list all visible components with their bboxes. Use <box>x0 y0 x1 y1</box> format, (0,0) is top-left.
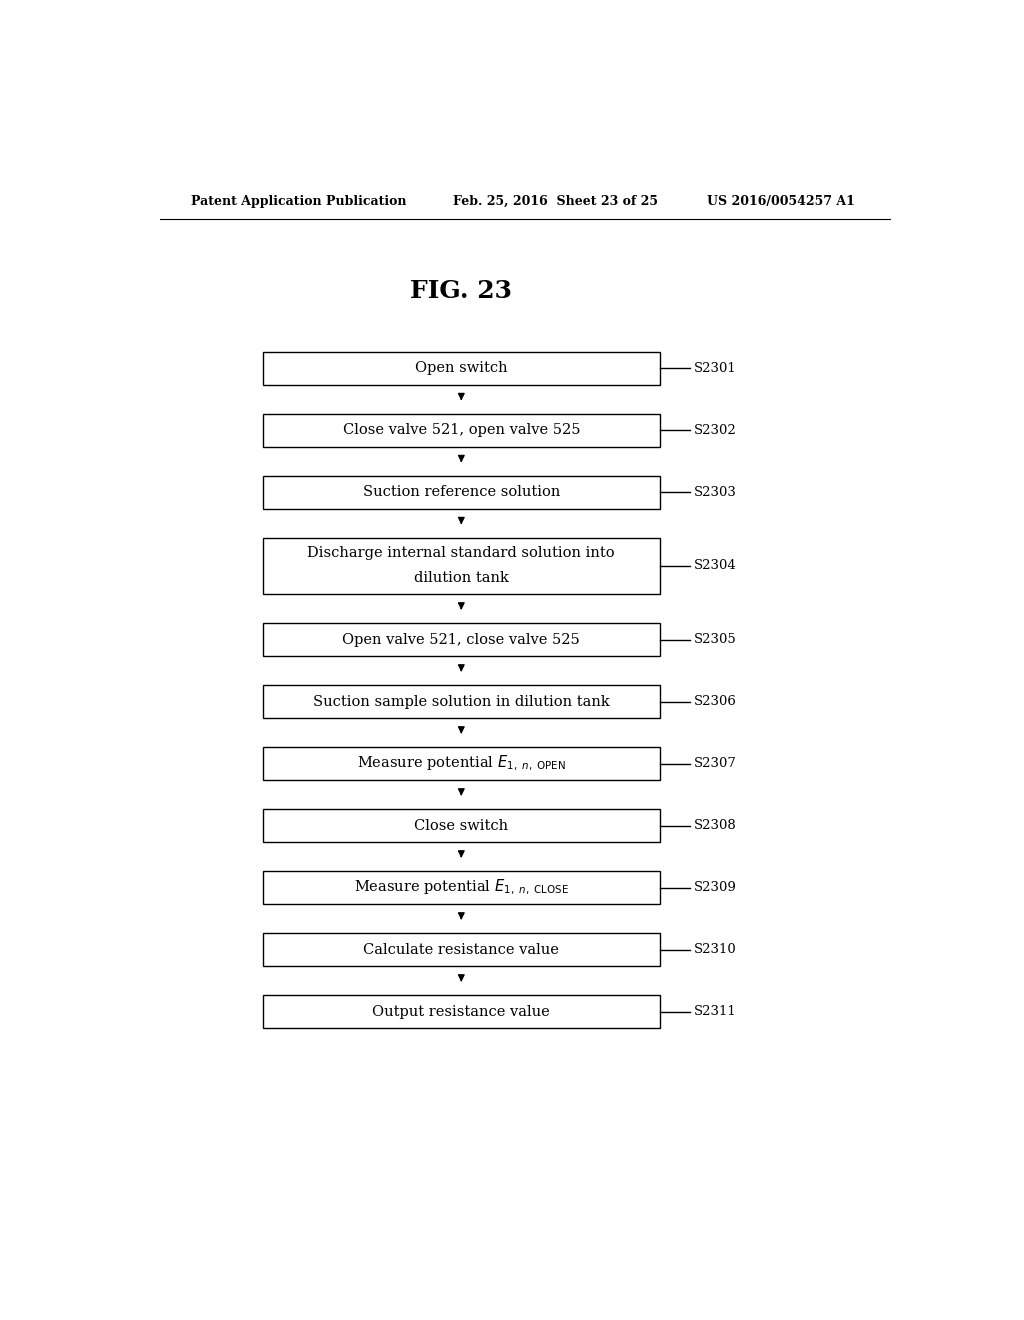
Bar <box>263 809 659 842</box>
Bar <box>263 475 659 510</box>
Bar <box>263 537 659 594</box>
Text: Suction reference solution: Suction reference solution <box>362 486 560 499</box>
Text: US 2016/0054257 A1: US 2016/0054257 A1 <box>708 194 855 207</box>
Text: FIG. 23: FIG. 23 <box>411 279 512 302</box>
Bar <box>263 685 659 718</box>
Text: Patent Application Publication: Patent Application Publication <box>191 194 407 207</box>
Text: dilution tank: dilution tank <box>414 572 509 586</box>
Text: Suction sample solution in dilution tank: Suction sample solution in dilution tank <box>313 694 609 709</box>
Text: Open switch: Open switch <box>415 362 508 375</box>
Text: S2301: S2301 <box>694 362 736 375</box>
Text: S2304: S2304 <box>694 560 736 573</box>
Bar <box>263 871 659 904</box>
Text: S2310: S2310 <box>694 944 736 956</box>
Text: Close switch: Close switch <box>415 818 508 833</box>
Text: S2307: S2307 <box>694 758 736 770</box>
Text: Measure potential $E_{1,\ n,\ \mathrm{OPEN}}$: Measure potential $E_{1,\ n,\ \mathrm{OP… <box>356 754 566 774</box>
Text: Measure potential $E_{1,\ n,\ \mathrm{CLOSE}}$: Measure potential $E_{1,\ n,\ \mathrm{CL… <box>354 878 568 898</box>
Text: Feb. 25, 2016  Sheet 23 of 25: Feb. 25, 2016 Sheet 23 of 25 <box>454 194 658 207</box>
Bar <box>263 995 659 1028</box>
Bar <box>263 747 659 780</box>
Bar <box>263 413 659 447</box>
Text: Open valve 521, close valve 525: Open valve 521, close valve 525 <box>342 632 581 647</box>
Text: S2306: S2306 <box>694 696 736 708</box>
Bar <box>263 623 659 656</box>
Text: S2311: S2311 <box>694 1005 736 1018</box>
Text: Discharge internal standard solution into: Discharge internal standard solution int… <box>307 546 615 561</box>
Text: Close valve 521, open valve 525: Close valve 521, open valve 525 <box>343 424 580 437</box>
Text: S2305: S2305 <box>694 634 736 647</box>
Text: S2309: S2309 <box>694 882 736 894</box>
Bar <box>263 933 659 966</box>
Text: Calculate resistance value: Calculate resistance value <box>364 942 559 957</box>
Bar <box>263 351 659 385</box>
Text: S2302: S2302 <box>694 424 736 437</box>
Text: Output resistance value: Output resistance value <box>373 1005 550 1019</box>
Text: S2308: S2308 <box>694 820 736 832</box>
Text: S2303: S2303 <box>694 486 736 499</box>
